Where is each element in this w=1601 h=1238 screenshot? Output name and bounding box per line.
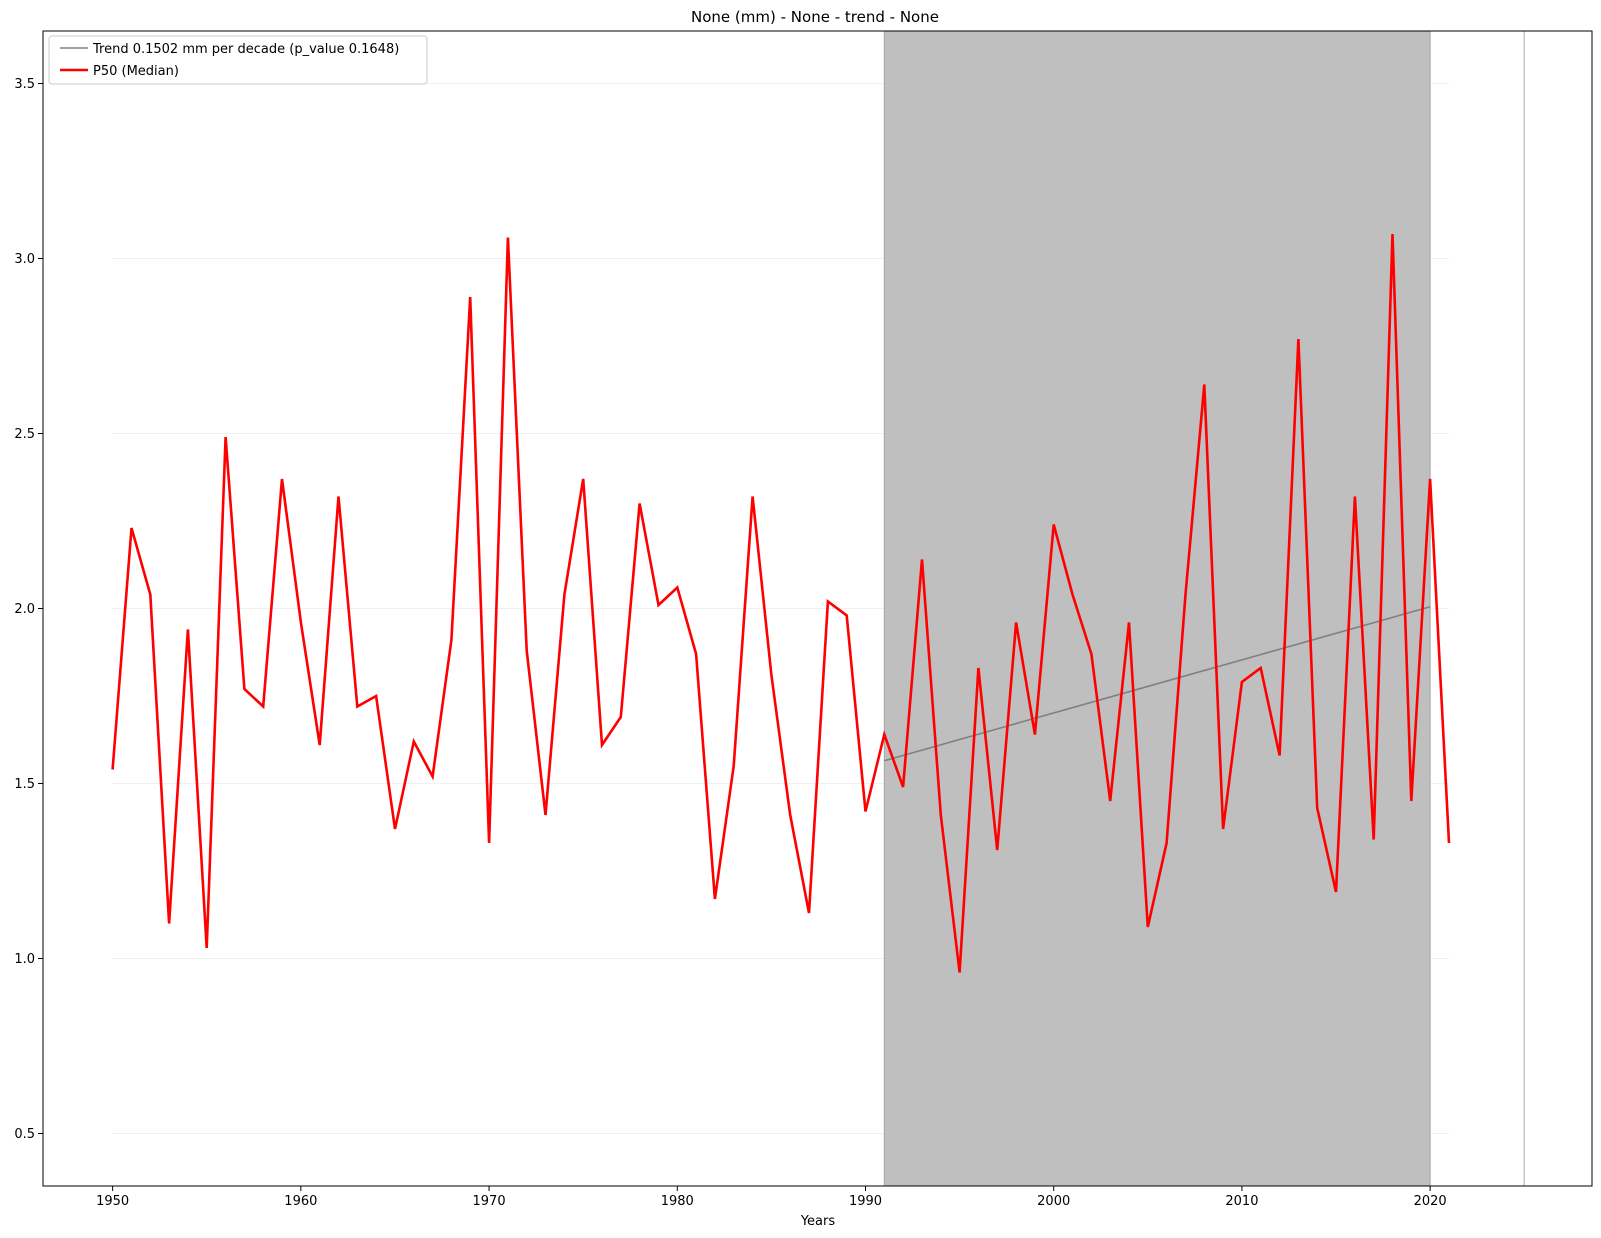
axes: 1950 1960 1970 1980 1990 2000 2010 2020 0.5 1.0 1.… xyxy=(14,30,1593,1209)
x-axis-label: Years xyxy=(800,1214,836,1229)
x-tick-label: 1950 xyxy=(96,1194,129,1209)
legend-label-median: P50 (Median) xyxy=(93,64,179,79)
x-tick-label: 1970 xyxy=(473,1194,506,1209)
y-tick-label: 2.0 xyxy=(14,602,35,617)
median-series-line xyxy=(111,233,1451,973)
x-tick-label: 1980 xyxy=(661,1194,694,1209)
x-tick-label: 1990 xyxy=(849,1194,882,1209)
x-tick-label: 2010 xyxy=(1225,1194,1258,1209)
y-tick-label: 3.5 xyxy=(14,77,35,92)
y-tick-label: 0.5 xyxy=(14,1127,35,1142)
x-tick-label: 2020 xyxy=(1414,1194,1447,1209)
plot-area xyxy=(111,30,1525,1187)
x-tick-label: 1960 xyxy=(284,1194,317,1209)
y-tick-label: 2.5 xyxy=(14,427,35,442)
y-tick-label: 1.5 xyxy=(14,777,35,792)
chart-title: None (mm) - None - trend - None xyxy=(691,8,939,26)
legend-label-trend: Trend 0.1502 mm per decade (p_value 0.16… xyxy=(92,42,399,57)
legend-frame xyxy=(48,35,428,85)
legend: Trend 0.1502 mm per decade (p_value 0.16… xyxy=(48,35,428,85)
x-tick-label: 2000 xyxy=(1037,1194,1070,1209)
y-tick-label: 1.0 xyxy=(14,952,35,967)
reference-period-span xyxy=(883,30,1431,1187)
y-tick-label: 3.0 xyxy=(14,252,35,267)
